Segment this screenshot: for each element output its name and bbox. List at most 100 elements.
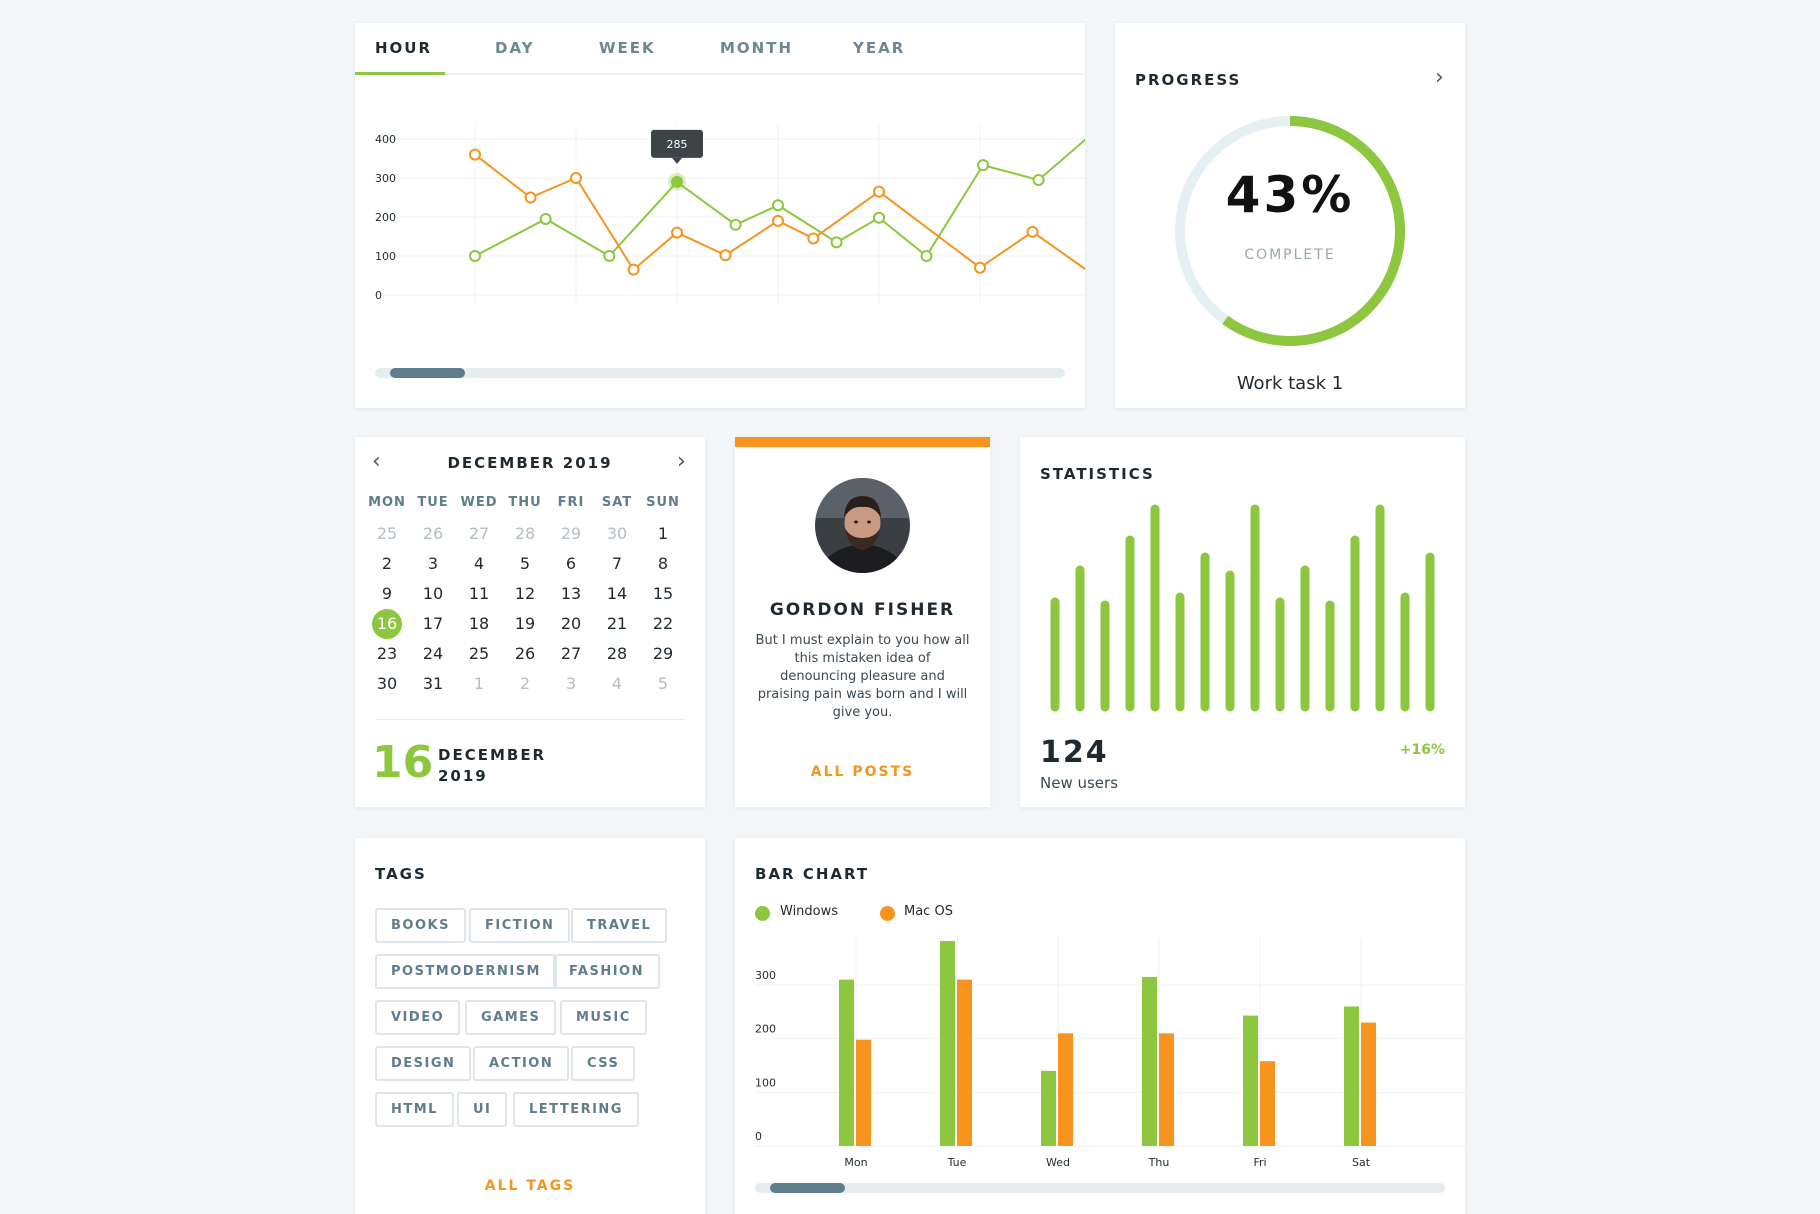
calendar-day[interactable]: 15: [652, 584, 674, 603]
calendar-day-selected[interactable]: 16: [364, 609, 410, 639]
data-point: [974, 261, 986, 274]
calendar-day[interactable]: 25: [376, 524, 398, 543]
scrollbar-thumb[interactable]: [770, 1183, 845, 1193]
calendar-day[interactable]: 29: [560, 524, 582, 543]
tag-video[interactable]: VIDEO: [375, 1000, 461, 1035]
chevron-right-icon[interactable]: ›: [677, 449, 686, 474]
calendar-day[interactable]: 3: [427, 554, 439, 573]
weekday-sun: SUN: [646, 495, 680, 510]
calendar-day[interactable]: 30: [606, 524, 628, 543]
bar-windows: [1142, 976, 1157, 1146]
data-point: [1032, 173, 1045, 186]
calendar-day[interactable]: 20: [560, 614, 582, 633]
all-posts-link[interactable]: ALL POSTS: [810, 764, 915, 780]
tags-title: TAGS: [375, 865, 427, 883]
bar-chart-scrollbar[interactable]: [755, 1183, 1445, 1193]
tab-month[interactable]: MONTH: [720, 39, 794, 57]
time-range-tabs: HOUR DAY WEEK MONTH YEAR: [355, 23, 1085, 75]
progress-fill: [1175, 116, 1405, 346]
chevron-right-icon[interactable]: ›: [1435, 65, 1444, 90]
x-tick-label: Fri: [1253, 1156, 1266, 1169]
bar-macos: [1260, 1061, 1275, 1146]
line-chart-scrollbar[interactable]: [375, 368, 1065, 378]
tag-lettering[interactable]: LETTERING: [513, 1092, 639, 1127]
calendar-day[interactable]: 2: [519, 674, 531, 693]
legend-windows-label: Windows: [780, 904, 839, 919]
data-point: [671, 226, 683, 239]
weekday-thu: THU: [508, 495, 542, 510]
progress-label: COMPLETE: [1244, 247, 1336, 263]
calendar-day[interactable]: 10: [422, 584, 444, 603]
selected-month: DECEMBER: [438, 746, 547, 764]
calendar-day[interactable]: 27: [560, 644, 582, 663]
calendar-day[interactable]: 23: [376, 644, 398, 663]
tag-games[interactable]: GAMES: [465, 1000, 557, 1035]
calendar-day[interactable]: 9: [381, 584, 393, 603]
bar-macos: [1159, 1033, 1174, 1146]
x-tick-label: 01:40: [863, 363, 895, 365]
calendar-day[interactable]: 8: [657, 554, 669, 573]
x-tick-label: Wed: [1046, 1156, 1070, 1169]
chevron-left-icon[interactable]: ‹: [372, 449, 381, 474]
calendar-day[interactable]: 19: [514, 614, 536, 633]
tag-books[interactable]: BOOKS: [375, 908, 466, 943]
calendar-day[interactable]: 5: [657, 674, 669, 693]
data-point: [524, 191, 537, 204]
calendar-month-title: DECEMBER 2019: [447, 454, 613, 472]
selected-day: 16: [372, 737, 434, 788]
tag-css[interactable]: CSS: [571, 1046, 636, 1081]
tag-fashion[interactable]: FASHION: [553, 954, 660, 989]
new-users-label: New users: [1040, 774, 1119, 792]
calendar-day[interactable]: 27: [468, 524, 490, 543]
scrollbar-thumb[interactable]: [390, 368, 465, 378]
data-point: [772, 199, 784, 212]
calendar-day[interactable]: 1: [657, 524, 669, 543]
x-tick-label: 01:50: [964, 363, 996, 365]
calendar-day[interactable]: 11: [468, 584, 490, 603]
calendar-day[interactable]: 18: [468, 614, 490, 633]
progress-card: PROGRESS › 43% COMPLETE Work task 1: [1115, 23, 1465, 408]
tag-action[interactable]: ACTION: [473, 1046, 570, 1081]
x-tick-label: Sat: [1352, 1156, 1371, 1169]
x-tick-label: 01:10: [560, 363, 592, 365]
change-badge: +16%: [1399, 742, 1445, 758]
calendar-day[interactable]: 24: [422, 644, 444, 663]
tag-music[interactable]: MUSIC: [560, 1000, 647, 1035]
calendar-day[interactable]: 7: [611, 554, 623, 573]
calendar-day[interactable]: 26: [422, 524, 444, 543]
calendar-day[interactable]: 4: [611, 674, 623, 693]
calendar-day[interactable]: 17: [422, 614, 444, 633]
calendar-day[interactable]: 28: [514, 524, 536, 543]
calendar-day[interactable]: 3: [565, 674, 577, 693]
calendar-day[interactable]: 13: [560, 584, 582, 603]
tab-day[interactable]: DAY: [495, 39, 535, 57]
calendar-day[interactable]: 21: [606, 614, 628, 633]
data-point: [603, 250, 616, 262]
tag-html[interactable]: HTML: [375, 1092, 454, 1127]
tag-ui[interactable]: UI: [457, 1092, 508, 1127]
tag-fiction[interactable]: FICTION: [469, 908, 571, 943]
tab-week[interactable]: WEEK: [599, 39, 656, 57]
calendar-day[interactable]: 30: [376, 674, 398, 693]
calendar-day[interactable]: 22: [652, 614, 674, 633]
calendar-day[interactable]: 26: [514, 644, 536, 663]
tab-hour[interactable]: HOUR: [375, 39, 433, 57]
calendar-day[interactable]: 25: [468, 644, 490, 663]
all-tags-link[interactable]: ALL TAGS: [484, 1178, 576, 1194]
calendar-day[interactable]: 14: [606, 584, 628, 603]
tag-postmodernism[interactable]: POSTMODERNISM: [375, 954, 557, 989]
calendar-day[interactable]: 1: [473, 674, 485, 693]
y-tick-label: 200: [375, 211, 396, 224]
calendar-day[interactable]: 5: [519, 554, 531, 573]
calendar-day[interactable]: 28: [606, 644, 628, 663]
calendar-day[interactable]: 2: [381, 554, 393, 573]
calendar-day[interactable]: 29: [652, 644, 674, 663]
calendar-day[interactable]: 6: [565, 554, 577, 573]
tag-design[interactable]: DESIGN: [375, 1046, 472, 1081]
calendar-day[interactable]: 4: [473, 554, 485, 573]
calendar-day[interactable]: 12: [514, 584, 536, 603]
tab-year[interactable]: YEAR: [853, 39, 906, 57]
profile-card: GORDON FISHER But I must explain to you …: [735, 437, 990, 807]
calendar-day[interactable]: 31: [422, 674, 444, 693]
tag-travel[interactable]: TRAVEL: [571, 908, 668, 943]
